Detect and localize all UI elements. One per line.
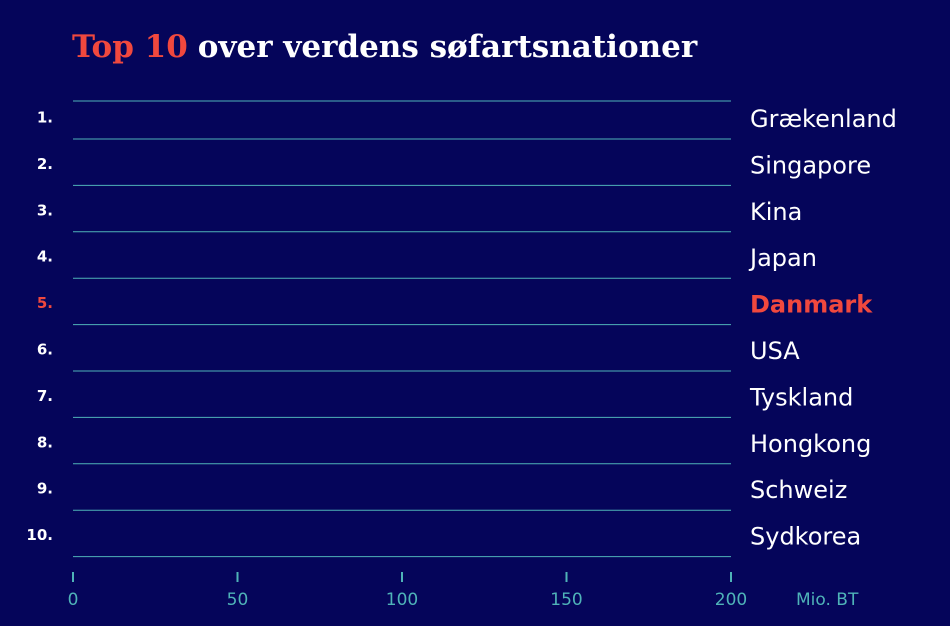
rank-label: 7. <box>37 387 53 405</box>
category-label: Schweiz <box>750 476 847 504</box>
category-label: Kina <box>750 198 802 226</box>
x-tick-label: 200 <box>715 590 747 610</box>
category-label: Singapore <box>750 151 871 179</box>
rank-label: 4. <box>37 248 53 266</box>
rank-label: 2. <box>37 155 53 173</box>
x-tick-label: 100 <box>386 590 418 610</box>
rank-label: 9. <box>37 480 53 498</box>
category-label: Danmark <box>750 291 873 319</box>
category-label: USA <box>750 337 800 365</box>
chart-title: Top 10 over verdens søfartsnationer <box>72 29 698 65</box>
rank-label: 8. <box>37 433 53 451</box>
rank-label: 1. <box>37 109 53 127</box>
x-tick-label: 0 <box>68 590 79 610</box>
rank-label: 3. <box>37 201 53 219</box>
rank-label: 6. <box>37 341 53 359</box>
rank-label: 10. <box>26 526 53 544</box>
category-label: Sydkorea <box>750 523 861 551</box>
category-label: Grækenland <box>750 105 897 133</box>
x-tick-label: 150 <box>550 590 582 610</box>
title-rest: over verdens søfartsnationer <box>198 29 698 65</box>
x-tick-label: 50 <box>227 590 249 610</box>
rank-label: 5. <box>37 294 53 312</box>
x-axis-label: Mio. BT <box>796 590 859 610</box>
category-label: Hongkong <box>750 430 871 458</box>
category-label: Japan <box>748 244 817 272</box>
category-label: Tyskland <box>749 383 853 411</box>
title-highlight: Top 10 <box>72 29 188 65</box>
